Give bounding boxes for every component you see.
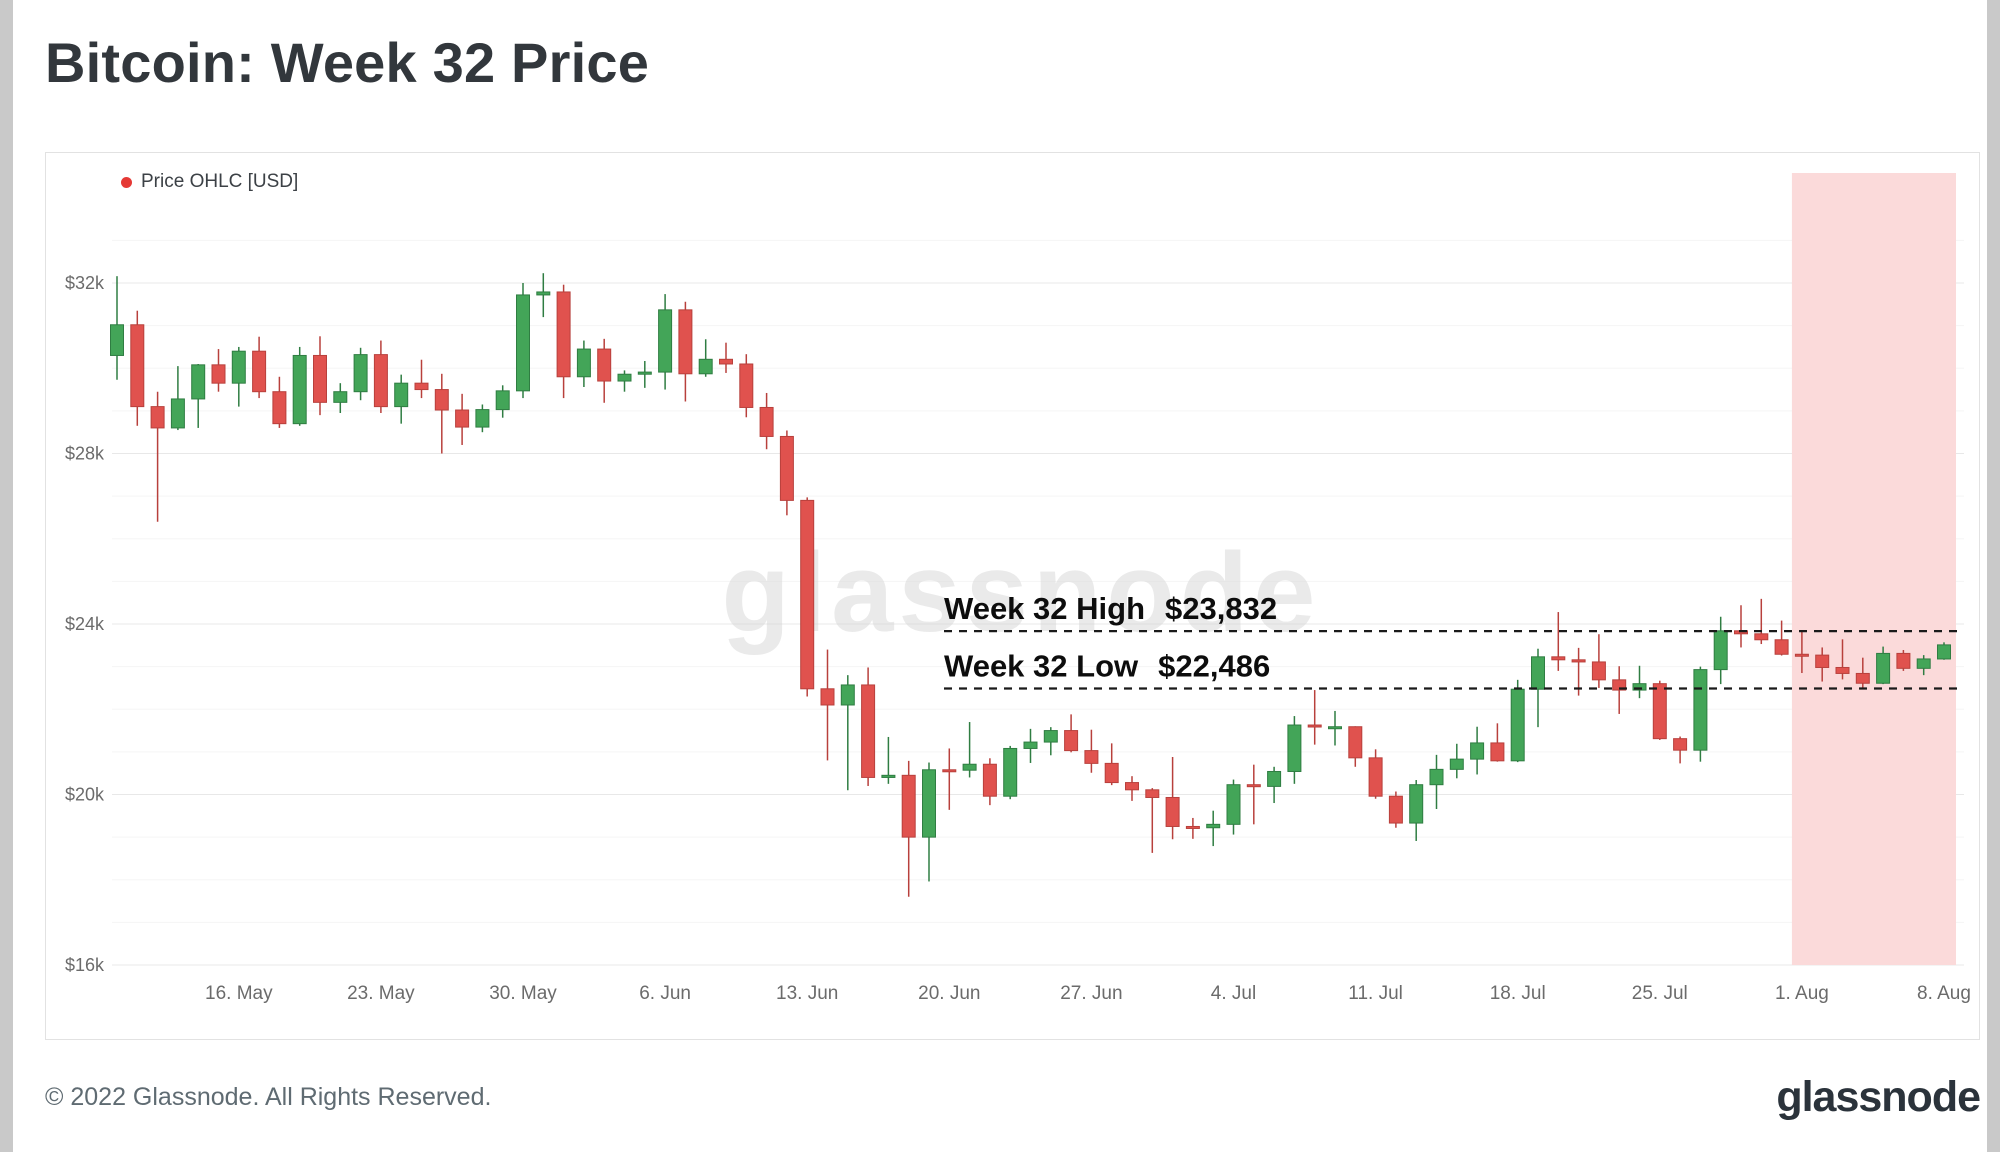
candlestick-chart[interactable]: glassnode $32k $28k $24k $20k $16k 16. May 23. … [46, 153, 1981, 1041]
svg-text:30. May: 30. May [489, 983, 557, 1004]
svg-text:20. Jun: 20. Jun [918, 983, 980, 1004]
svg-text:Week 32 Low$22,486: Week 32 Low $22,486 [944, 649, 1270, 684]
series-legend-label: Price OHLC [USD] [141, 171, 299, 192]
svg-text:27. Jun: 27. Jun [1060, 983, 1122, 1004]
svg-text:18. Jul: 18. Jul [1490, 983, 1546, 1004]
page-title: Bitcoin: Week 32 Price [45, 31, 650, 94]
svg-text:1. Aug: 1. Aug [1775, 983, 1829, 1004]
svg-text:16. May: 16. May [205, 983, 273, 1004]
svg-text:13. Jun: 13. Jun [776, 983, 838, 1004]
svg-text:25. Jul: 25. Jul [1632, 983, 1688, 1004]
glassnode-logo[interactable]: glassnode [1776, 1072, 1981, 1121]
svg-text:11. Jul: 11. Jul [1348, 983, 1403, 1004]
svg-text:glassnode: glassnode [722, 530, 1321, 655]
series-legend[interactable]: Price OHLC [USD] [121, 171, 298, 193]
svg-text:4. Jul: 4. Jul [1211, 983, 1256, 1004]
window-edge-left [0, 0, 13, 1152]
svg-text:$28k: $28k [65, 444, 105, 464]
page-footer: © 2022 Glassnode. All Rights Reserved. g… [45, 1062, 1981, 1132]
svg-text:$16k: $16k [65, 955, 105, 975]
svg-text:$24k: $24k [65, 614, 105, 634]
svg-text:8. Aug: 8. Aug [1917, 983, 1971, 1004]
copyright-text: © 2022 Glassnode. All Rights Reserved. [45, 1082, 492, 1111]
svg-text:$20k: $20k [65, 785, 105, 805]
svg-text:$32k: $32k [65, 273, 105, 293]
series-dot-icon [121, 176, 132, 188]
svg-text:23. May: 23. May [347, 983, 415, 1004]
chart-card: glassnode $32k $28k $24k $20k $16k 16. May 23. … [45, 152, 1980, 1040]
svg-text:6. Jun: 6. Jun [639, 983, 691, 1004]
svg-text:Week 32 High$23,832: Week 32 High $23,832 [944, 591, 1277, 626]
window-edge-right [1987, 0, 2000, 1152]
